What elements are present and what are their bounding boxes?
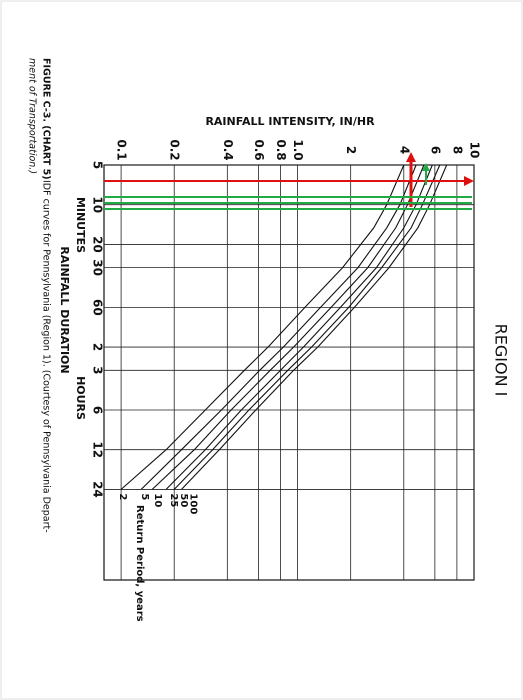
series-label: 25 (168, 493, 179, 507)
y-tick-label: 0.2 (168, 139, 182, 160)
idf-curve (165, 164, 433, 490)
x-unit-minutes: MINUTES (74, 197, 87, 253)
series-label: 10 (152, 493, 163, 507)
caption-label: FIGURE C-3. (CHART 5) (41, 58, 52, 180)
idf-curve (140, 164, 417, 490)
x-tick-label: 60 (91, 299, 105, 316)
chart-title: REGION I (492, 324, 511, 397)
y-axis-label: RAINFALL INTENSITY, IN/HR (205, 115, 375, 128)
series-label: 2 (117, 493, 128, 500)
y-tick-label: 2 (344, 146, 358, 154)
annotations (104, 152, 474, 210)
idf-curve (120, 164, 405, 490)
caption-text: IDF curves for Pennsylvania (Region 1). … (41, 180, 52, 533)
x-tick-label: 30 (91, 259, 105, 276)
y-tick-label: 6 (428, 146, 442, 154)
x-tick-label: 3 (91, 366, 105, 374)
x-tick-label: 20 (91, 236, 105, 253)
x-tick-label: 24 (91, 481, 105, 498)
series-label: 100 (188, 493, 199, 514)
y-tick-label: 0.6 (252, 139, 266, 160)
y-tick-label: 0.4 (221, 139, 235, 160)
series-label: 50 (178, 493, 189, 507)
x-tick-label: 5 (91, 161, 105, 169)
x-tick-label: 12 (91, 441, 105, 458)
y-tick-label: 0.8 (274, 139, 288, 160)
plot: 0.1 0.2 0.4 0.6 0.8 1.0 2 4 6 8 105102030602361224… (91, 139, 482, 581)
caption-text: ment of Transportation.) (27, 58, 38, 174)
y-tick-label: 1.0 (291, 139, 305, 160)
legend-title: Return Period, years (134, 505, 145, 622)
idf-curve (181, 164, 448, 490)
red-arrowhead (464, 176, 474, 186)
green-arrowhead (422, 163, 430, 171)
x-tick-label: 6 (91, 406, 105, 414)
x-tick-label: 10 (91, 196, 105, 213)
x-tick-label: 2 (91, 343, 105, 351)
idf-curve (173, 164, 441, 490)
x-unit-hours: HOURS (74, 376, 87, 420)
series-label: 5 (139, 493, 150, 500)
red-arrowhead (406, 152, 416, 162)
idf-curve (151, 164, 425, 490)
y-tick-label: 0.1 (115, 139, 129, 160)
x-axis-label: RAINFALL DURATION (58, 246, 71, 373)
y-tick-label: 10 (468, 142, 482, 159)
y-tick-label: 4 (397, 146, 411, 154)
y-tick-label: 8 (450, 146, 464, 154)
